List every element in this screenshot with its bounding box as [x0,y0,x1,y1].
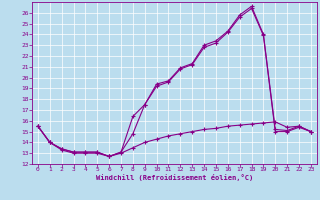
X-axis label: Windchill (Refroidissement éolien,°C): Windchill (Refroidissement éolien,°C) [96,174,253,181]
